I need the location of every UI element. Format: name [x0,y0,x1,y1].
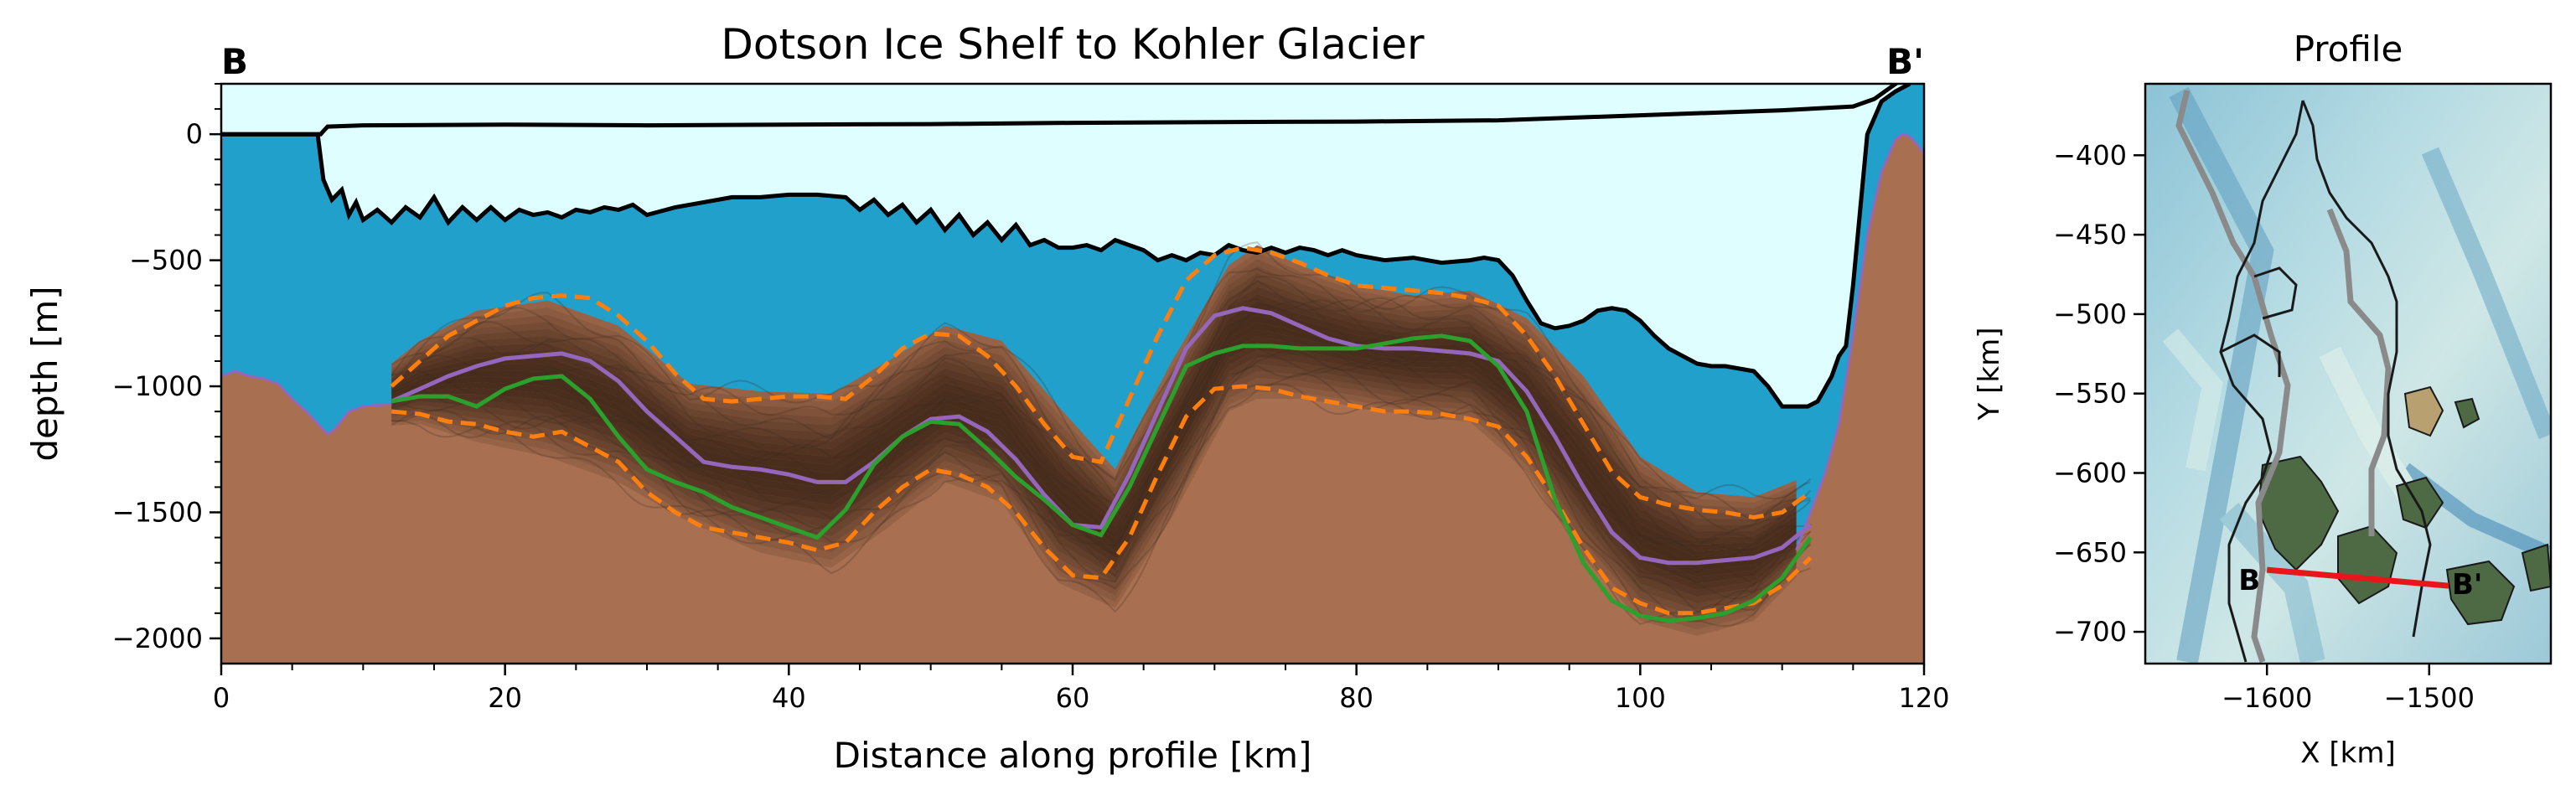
bed-edge-line [221,132,1924,551]
main-y-axis-title: depth [m] [24,286,65,461]
map-y-axis: −400 −450 −500 −550 −600 −650 −700 [2053,139,2145,648]
map-y-axis-title: Y [km] [1973,328,2006,421]
map-profile-end-label: B' [2452,568,2482,602]
ensemble-band-layer [391,328,1797,577]
ensemble-band-layer [391,280,1797,532]
y-tick-label: −1000 [112,370,203,402]
profile-start-label: B [221,41,248,82]
ensemble-band-layer [391,294,1797,545]
map-x-tick-label: −1600 [2222,682,2312,714]
ice-surface-line [221,84,1900,137]
ensemble-realization [391,344,1812,585]
ensemble-realization [391,298,1812,547]
dashed-bound-line [390,245,1812,520]
map-dark-outline [2219,100,2432,663]
map-chart-title: Profile [2294,28,2403,70]
ensemble-band-layer [391,343,1797,591]
map-y-tick-label: −450 [2053,219,2127,251]
ensemble-band-layer [391,245,1797,504]
ensemble-realization [391,364,1812,623]
x-tick-label: 40 [772,682,806,714]
x-tick-label: 60 [1056,682,1090,714]
ensemble-band-layer [391,266,1797,520]
main-y-axis: 0 −500 −1000 −1500 −2000 [112,83,221,654]
mean-bed-line [391,306,1813,566]
ensemble-realization [391,276,1811,532]
ensemble-realization [391,241,1812,500]
map-y-tick-label: −700 [2053,616,2127,648]
map-y-tick-label: −500 [2053,298,2127,330]
ice-base-line [221,84,1911,409]
y-tick-label: 0 [186,118,203,150]
ensemble-realization [391,267,1811,521]
ensemble-band-layer [391,322,1797,571]
ensemble-band-layer [391,315,1797,565]
ensemble-band-layer [391,272,1797,525]
main-x-axis-title: Distance along profile [km] [834,735,1312,776]
ensemble-realization [391,349,1811,600]
ensemble-band-layer [391,251,1797,509]
dashed-bound-line [391,384,1813,616]
x-tick-label: 100 [1615,682,1666,714]
ensemble-band-layer [391,259,1797,514]
main-chart-title: Dotson Ice Shelf to Kohler Glacier [721,20,1425,69]
ensemble-band-layer [391,301,1797,551]
ensemble-band-layer [391,336,1797,584]
main-x-axis: 0 20 40 60 80 100 120 [213,664,1950,714]
ensemble-band-layer [391,287,1797,538]
map-y-tick-label: −550 [2053,378,2127,410]
map-texture [2162,86,2551,664]
map-x-tick-label: −1500 [2384,682,2475,714]
map-rock-outcrops [2257,385,2551,626]
bedrock-region [221,134,1924,664]
y-tick-label: −2000 [112,623,203,654]
map-x-axis: −1600 −1500 [2222,664,2475,714]
x-tick-label: 80 [1339,682,1373,714]
map-profile-line [2266,566,2449,589]
main-chart: Dotson Ice Shelf to Kohler Glacier B B' … [24,20,1950,776]
map-y-tick-label: −400 [2053,139,2127,171]
map-chart: Profile [1973,28,2553,770]
y-tick-label: −500 [129,245,203,276]
ensemble-lines [391,241,1812,628]
x-tick-label: 0 [213,682,230,714]
map-y-tick-label: −650 [2053,536,2127,568]
map-profile-start-label: B [2238,564,2260,597]
y-tick-label: −1500 [112,496,203,528]
x-tick-label: 120 [1898,682,1949,714]
profile-end-label: B' [1886,41,1924,82]
map-y-tick-label: −600 [2053,457,2127,488]
ensemble-band-layer [391,349,1797,597]
green-bed-line [391,333,1813,623]
map-x-axis-title: X [km] [2300,736,2395,770]
x-tick-label: 20 [488,682,522,714]
map-plot-frame [2144,82,2553,665]
